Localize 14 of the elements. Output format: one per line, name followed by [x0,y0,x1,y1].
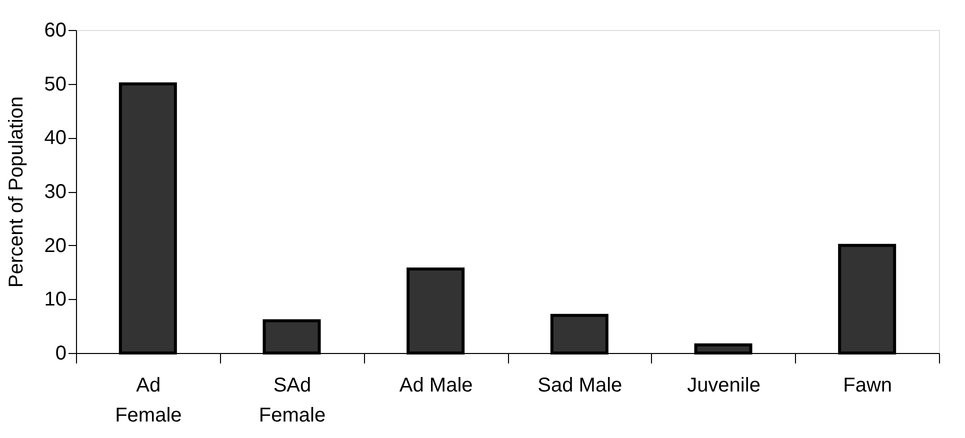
x-tick-label: Sad Male [538,374,622,396]
x-tick-label: Juvenile [687,374,760,396]
x-tick-label: Ad Male [399,374,473,396]
x-tick-label: SAd Female [258,374,326,426]
y-axis-title: Percent of Population [5,96,28,288]
x-tick-label: Fawn [843,374,892,396]
y-tick-label: 60 [44,20,66,42]
y-tick-label: 0 [55,342,66,364]
y-tick-label: 10 [44,288,66,311]
y-tick-label: 50 [44,73,66,96]
y-tick-label: 40 [44,127,66,150]
y-tick-label: 30 [44,181,66,203]
y-tick-label: 20 [44,234,66,257]
x-tick-label: Ad Female [115,374,182,426]
